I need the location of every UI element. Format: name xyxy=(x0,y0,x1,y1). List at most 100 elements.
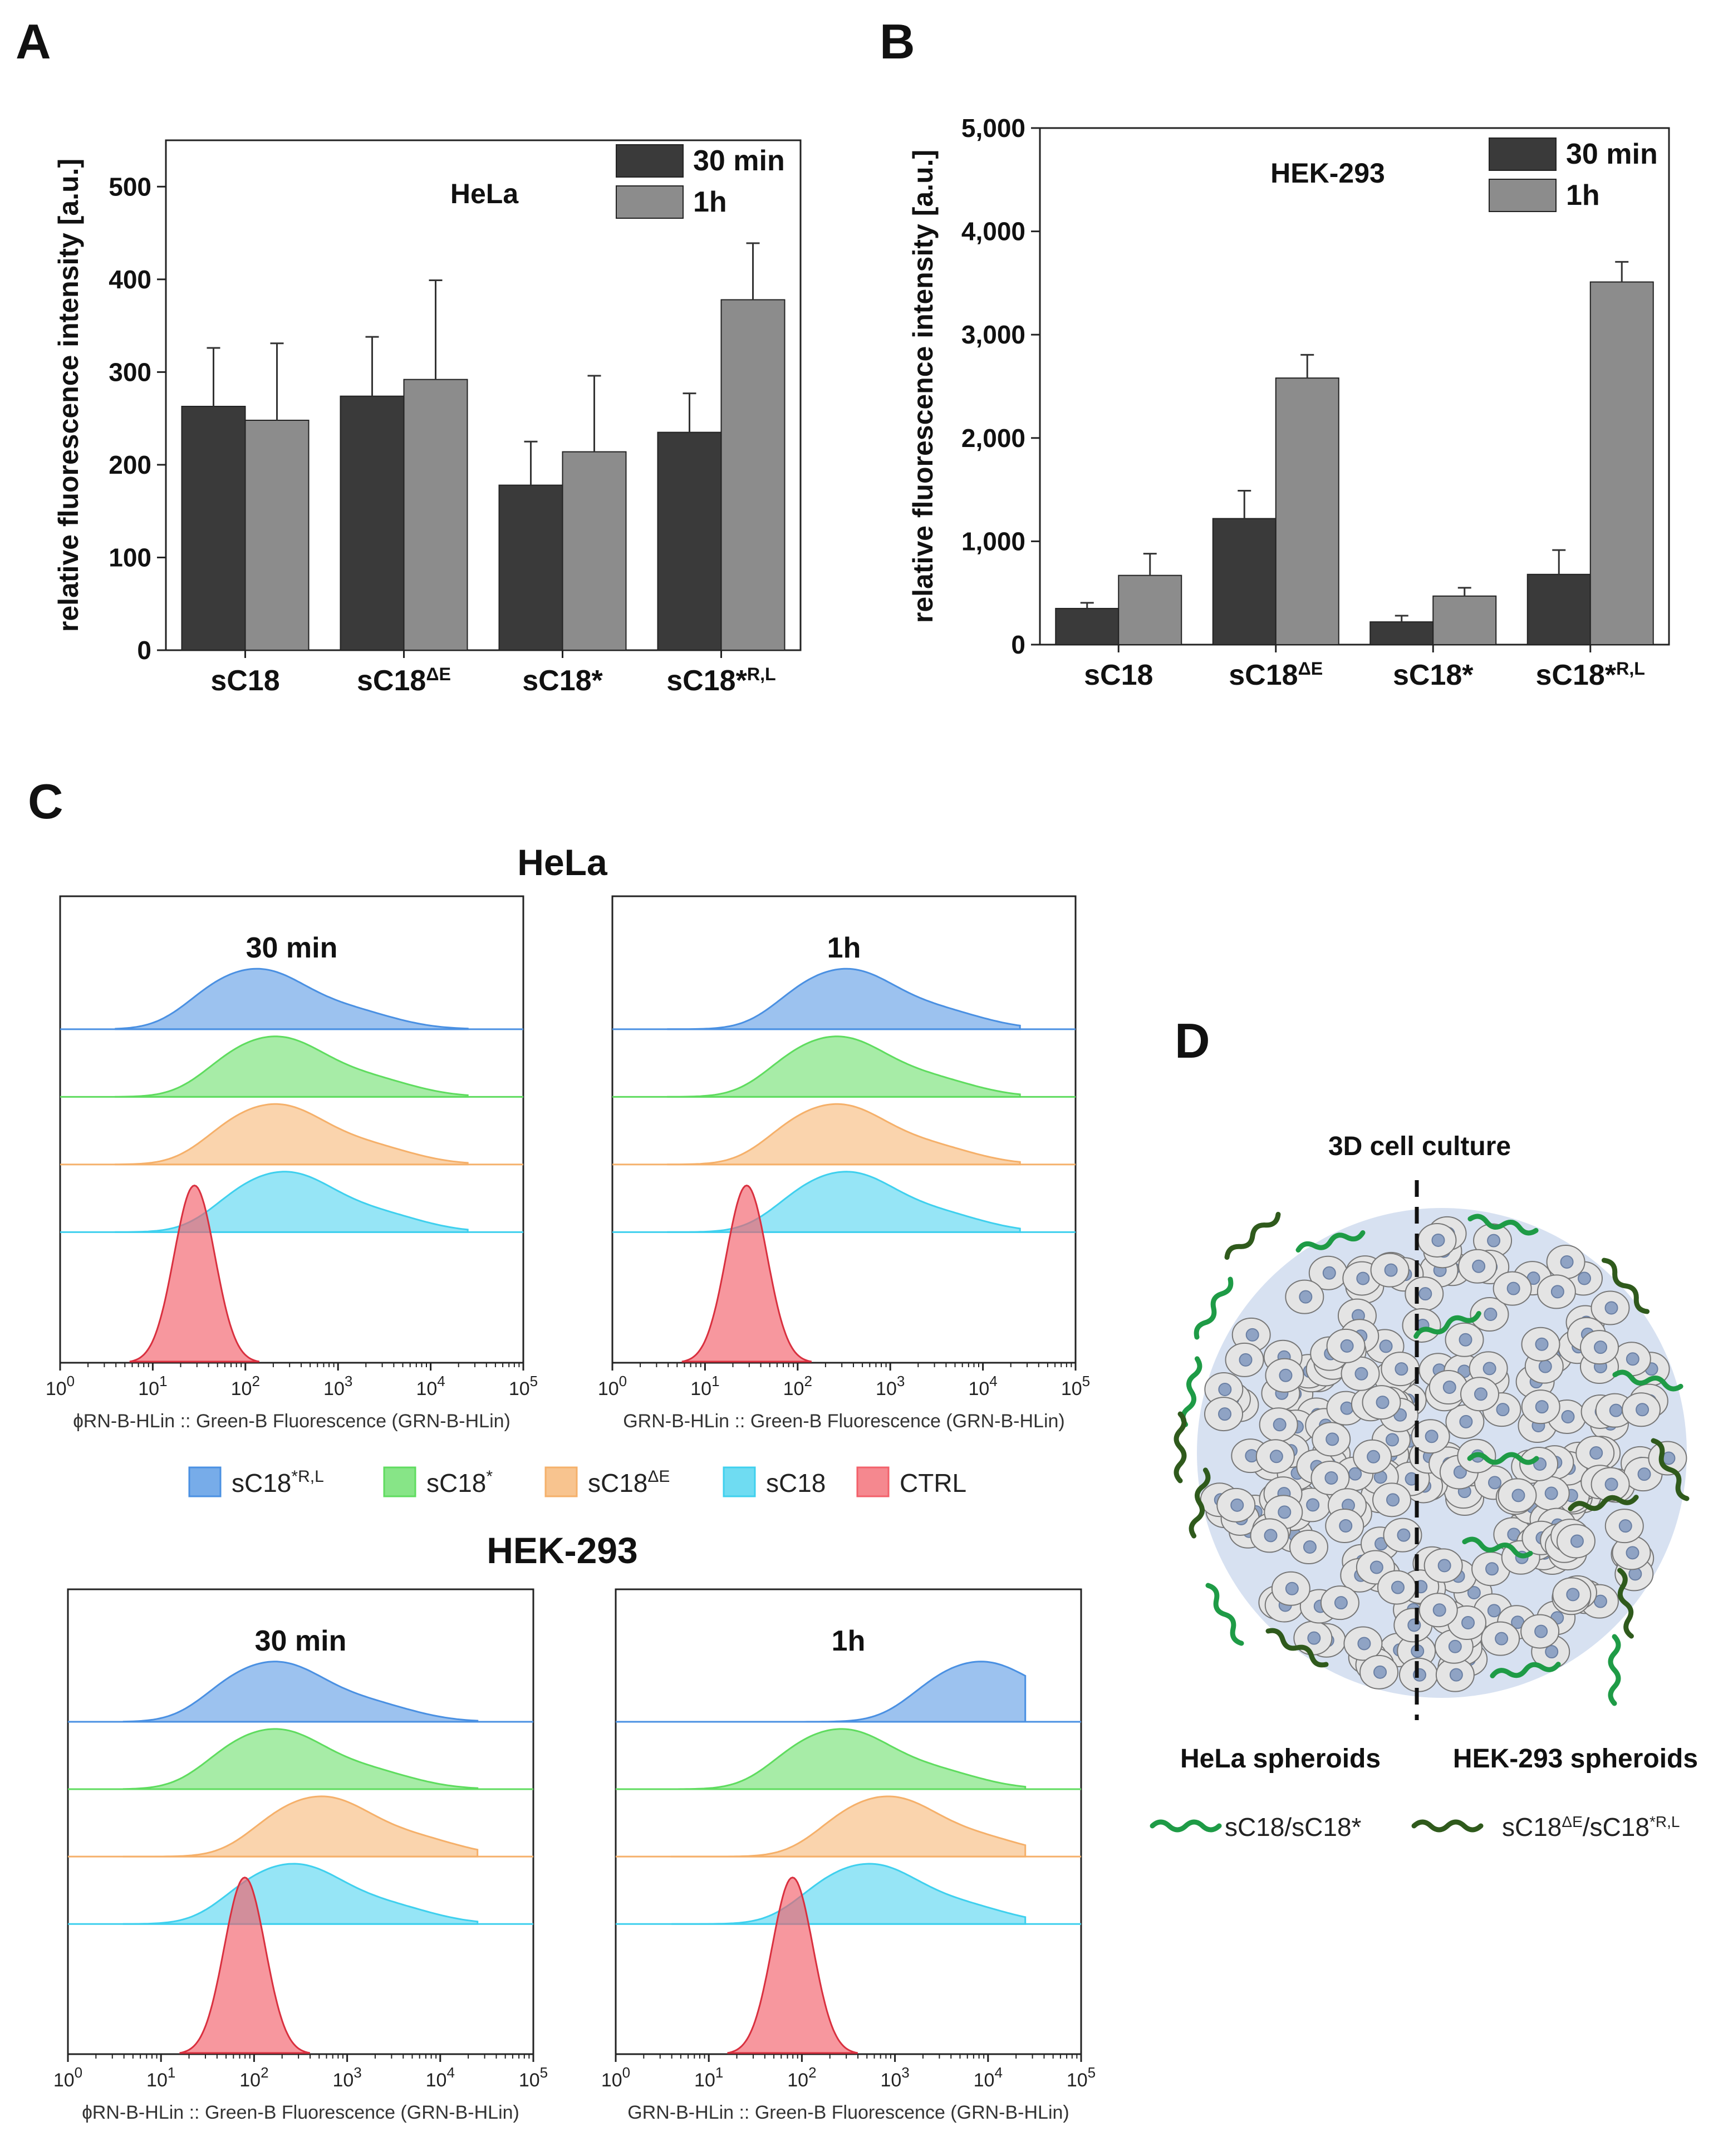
peptide-strand xyxy=(1180,1356,1202,1427)
category-label: sC18ΔE xyxy=(1229,659,1323,691)
cell-nucleus xyxy=(1488,1476,1501,1490)
cell-nucleus xyxy=(1506,1281,1520,1295)
peptide-strand xyxy=(1568,1495,1639,1511)
histogram-x-tick-label: 103 xyxy=(323,1373,352,1399)
cell-nucleus xyxy=(1367,1450,1381,1463)
legend-label: 1h xyxy=(693,186,727,218)
histogram-x-tick-label: 101 xyxy=(146,2064,175,2091)
histogram-x-tick-label: 105 xyxy=(509,1373,538,1399)
category-label: sC18*R,L xyxy=(1536,659,1646,691)
peptide-squiggle xyxy=(1467,1214,1539,1236)
panel-letter-d: D xyxy=(1175,1013,1210,1068)
bar-chart-hek293: 0 1,000 2,000 3,000 4,000 5,000 relative fluor… xyxy=(907,114,1670,691)
peptide-strand xyxy=(1295,1230,1366,1253)
bar xyxy=(1275,377,1339,645)
histogram-ctrl-curve xyxy=(681,1185,812,1363)
cell-nucleus xyxy=(1636,1403,1650,1417)
cell-nucleus xyxy=(1230,1498,1244,1512)
diagram-title: 3D cell culture xyxy=(1328,1132,1511,1161)
histogram-x-axis-label: GRN-B-HLin :: Green-B Fluorescence (GRN-… xyxy=(623,1411,1065,1432)
cell-nucleus xyxy=(1534,1624,1548,1638)
y-axis-title: relative fluorescence intensity [a.u.] xyxy=(53,159,84,632)
legend-label: sC18*R,L xyxy=(232,1467,324,1497)
cell-nucleus xyxy=(1386,1493,1400,1507)
category-label: sC18*R,L xyxy=(666,664,776,697)
peptide-squiggle xyxy=(1265,1628,1329,1668)
cell-nucleus xyxy=(1432,1603,1446,1617)
cell-nucleus xyxy=(1369,1560,1383,1574)
y-tick-label: 300 xyxy=(109,357,151,386)
cell-nucleus xyxy=(1357,1637,1371,1651)
cell-nucleus xyxy=(1459,1333,1472,1347)
peptide-strand xyxy=(1467,1452,1539,1465)
cell-nucleus xyxy=(1437,1559,1451,1573)
cell-nucleus xyxy=(1326,1432,1339,1446)
peptide-strand xyxy=(1462,1536,1533,1559)
y-tick-label: 5,000 xyxy=(961,114,1025,143)
bar xyxy=(340,395,405,651)
peptide-strand xyxy=(1205,1583,1244,1646)
category-label: sC18ΔE xyxy=(357,664,451,697)
legend-label: sC18 xyxy=(766,1469,826,1497)
cell-nucleus xyxy=(1356,1271,1370,1285)
peptide-strand xyxy=(1189,1467,1211,1539)
histogram-x-tick-label: 100 xyxy=(601,2064,630,2091)
cell-nucleus xyxy=(1535,1337,1549,1351)
cell-nucleus xyxy=(1448,1639,1462,1653)
y-tick-label: 1,000 xyxy=(961,527,1025,556)
histogram-time-label: 1h xyxy=(827,932,861,964)
histogram-x-tick-label: 102 xyxy=(787,2064,816,2091)
chart-inner-title: HeLa xyxy=(450,178,519,209)
category-label: sC18 xyxy=(1084,659,1153,691)
cell-nucleus xyxy=(1467,1586,1481,1600)
y-axis-title: relative fluorescence intensity [a.u.] xyxy=(907,150,939,623)
cell-nucleus xyxy=(1609,1403,1623,1417)
cell-nucleus xyxy=(1544,1486,1558,1500)
histogram-sC18-curve xyxy=(671,1863,1027,1925)
histogram-x-tick-label: 104 xyxy=(416,1373,445,1399)
histogram-x-tick-label: 103 xyxy=(332,2064,361,2091)
cell-nucleus xyxy=(1245,1328,1259,1342)
panel-letter-c: C xyxy=(28,774,63,829)
histogram-x-tick-label: 104 xyxy=(974,2064,1003,2091)
cell-nucleus xyxy=(1474,1387,1488,1401)
cell-nucleus xyxy=(1239,1353,1253,1367)
cell-nucleus xyxy=(1496,1403,1510,1417)
legend-swatch xyxy=(188,1466,222,1497)
histogram-sC18-curve xyxy=(122,1863,479,1925)
hela-section-title: HeLa xyxy=(517,842,608,883)
cell-nucleus xyxy=(1340,1339,1354,1353)
cell-nucleus xyxy=(1566,1588,1580,1602)
legend-swatch xyxy=(1489,179,1557,212)
histogram-x-tick-label: 101 xyxy=(138,1373,167,1399)
peptide-strand xyxy=(1490,1662,1561,1678)
histogram-sC18E-curve xyxy=(122,1795,479,1858)
cell-nucleus xyxy=(1618,1519,1632,1533)
histogram-ctrl-curve xyxy=(179,1877,311,2054)
legend-label-light: sC18/sC18* xyxy=(1225,1813,1362,1841)
cell-nucleus xyxy=(1218,1382,1232,1396)
cell-nucleus xyxy=(1482,1362,1496,1376)
histogram-x-tick-label: 102 xyxy=(239,2064,268,2091)
legend-swatch xyxy=(383,1466,416,1497)
cell-nucleus xyxy=(1589,1446,1603,1460)
peptide-squiggle xyxy=(1608,1634,1621,1706)
cell-nucleus xyxy=(1299,1290,1313,1304)
peptide-strand xyxy=(1612,1369,1683,1392)
histogram-x-tick-label: 102 xyxy=(231,1373,260,1399)
histogram-sC18RL-curve xyxy=(115,968,469,1030)
bar xyxy=(498,484,563,651)
peptide-strand xyxy=(1601,1258,1650,1314)
hela-spheroids-label: HeLa spheroids xyxy=(1180,1744,1381,1774)
cell-nucleus xyxy=(1561,1410,1575,1424)
histogram-sC18E-curve xyxy=(670,1795,1027,1858)
peptide-squiggle xyxy=(1462,1536,1533,1559)
legend-strand-light xyxy=(1150,1819,1222,1833)
histogram-sC18E-curve xyxy=(115,1103,469,1166)
peptide-squiggle xyxy=(1189,1467,1211,1539)
legend-swatch xyxy=(616,144,684,178)
